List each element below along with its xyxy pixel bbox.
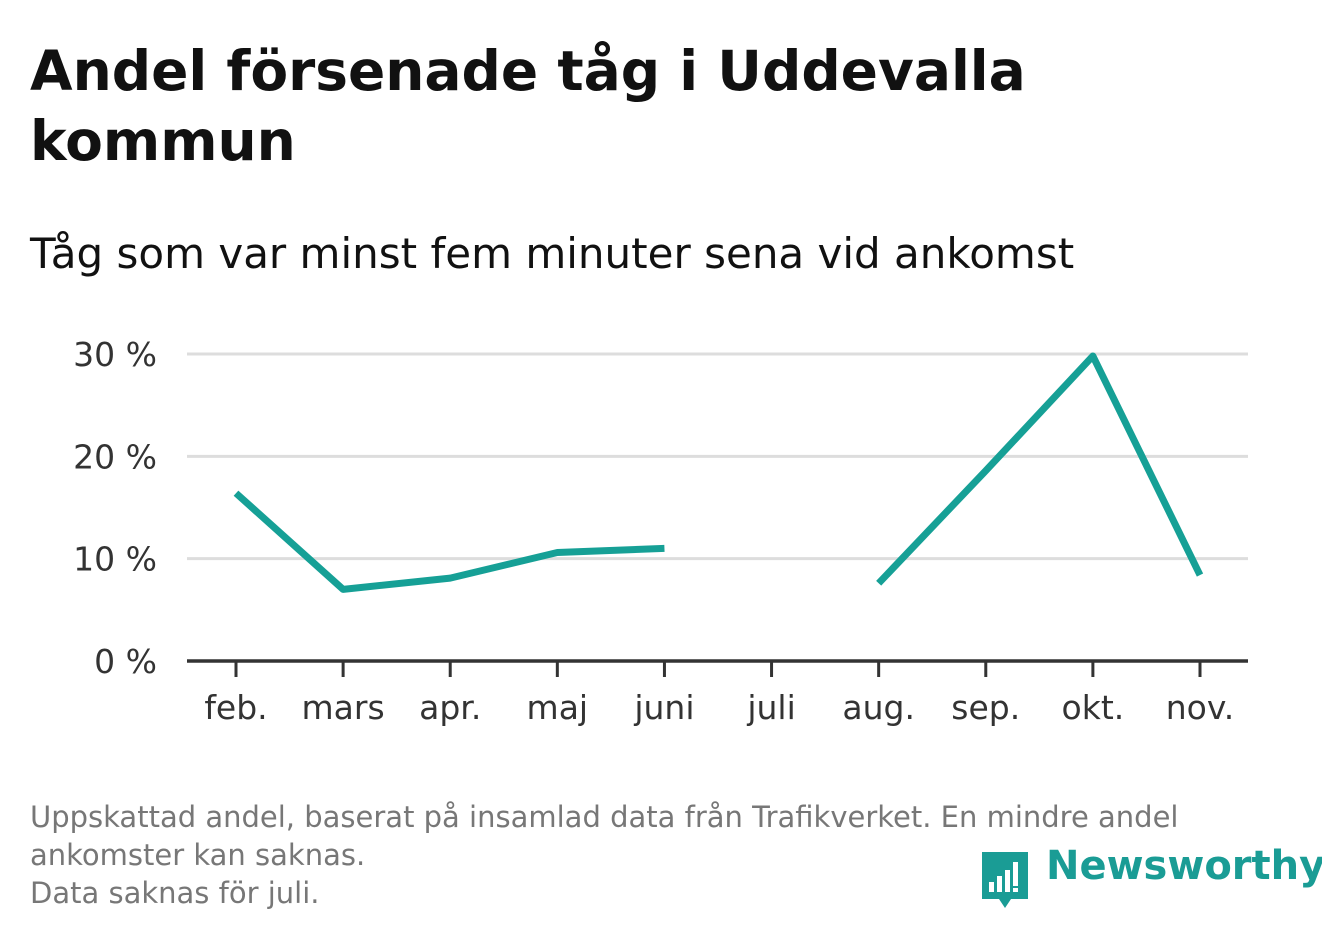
y-tick-label: 30 % [73,335,157,374]
gridlines [187,352,1248,561]
y-axis-tick-labels: 0 % 10 % 20 % 30 % [73,335,157,681]
x-tick-label: nov. [1166,688,1235,727]
bar-chart-speech-bubble-icon [982,852,1028,908]
x-tick-label: aug. [842,688,915,727]
x-tick-label: maj [527,688,589,727]
x-tick-label: feb. [204,688,267,727]
y-tick-label: 0 % [94,642,157,681]
chart-title: Andel försenade tåg i Uddevalla kommun [30,39,1026,173]
footnote-line: ankomster kan saknas. [30,838,366,872]
footnote: Uppskattad andel, baserat på insamlad da… [30,798,1290,912]
x-tick-label: okt. [1062,688,1125,727]
brand-name: Newsworthy [1046,843,1322,889]
x-tick-label: mars [302,688,385,727]
brand-logo: Newsworthy [980,843,1322,912]
x-tick-label: juli [746,688,795,727]
footnote-line: Uppskattad andel, baserat på insamlad da… [30,800,1179,834]
chart-subtitle: Tåg som var minst fem minuter sena vid a… [30,229,1075,278]
y-tick-label: 10 % [73,540,157,579]
series-line-segment [876,352,1204,586]
x-tick-label: apr. [419,688,481,727]
x-axis-tick-labels: feb. mars apr. maj juni juli aug. sep. okt. nov. [204,688,1234,727]
series-line-segment [233,490,665,593]
footnote-line: Data saknas för juli. [30,876,320,910]
x-tick-label: juni [633,688,694,727]
line-chart: 0 % 10 % 20 % 30 % feb. mars apr. maj juni juli a… [73,335,1248,727]
series-lines [233,352,1204,593]
x-tick-label: sep. [951,688,1020,727]
x-axis [187,659,1248,677]
y-tick-label: 20 % [73,437,157,476]
